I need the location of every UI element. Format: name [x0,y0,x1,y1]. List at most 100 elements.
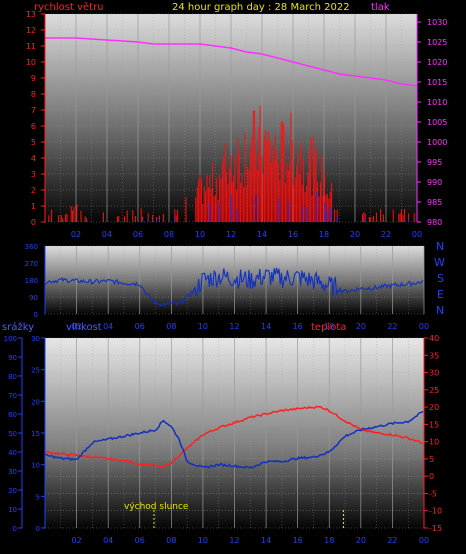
temperature-tick-label: 30 [429,369,439,378]
x-tick-label: 02 [71,230,81,239]
right-tick-label: 980 [427,218,442,227]
left-tick-label: 10 [26,58,36,67]
x-tick-label: 10 [195,230,205,239]
temperature-tick-label: 25 [429,386,439,395]
right-tick-label: 1000 [427,138,447,147]
right-tick-label: 1010 [427,98,447,107]
x-tick-label: 08 [166,322,176,331]
x-tick-label: 10 [198,536,208,545]
x-tick-label: 02 [71,322,81,331]
direction-tick-label: 270 [25,260,38,268]
x-tick-label: 04 [103,322,113,331]
rain-tick-label: 70 [8,392,17,400]
humidity-tick-label: 20 [31,398,40,406]
left-tick-label: 5 [31,138,36,147]
rain-tick-label: 50 [8,430,17,438]
right-tick-label: 1015 [427,78,447,87]
x-tick-label: 12 [226,230,236,239]
right-tick-label: 995 [427,158,442,167]
compass-south: S [437,272,444,285]
pressure-line [45,37,418,87]
temperature-tick-label: 35 [429,351,439,360]
x-tick-label: 22 [387,322,397,331]
x-tick-label: 00 [419,322,429,331]
left-tick-label: 13 [26,10,36,19]
x-tick-label: 16 [293,536,303,545]
rain-label: srážky [2,321,34,333]
left-tick-label: 11 [26,42,36,51]
direction-tick-label: 90 [29,294,38,302]
x-tick-label: 10 [198,322,208,331]
temperature-tick-label: 15 [429,420,439,429]
temperature-tick-label: 0 [429,472,434,481]
x-tick-label: 06 [133,230,143,239]
temperature-tick-label: 10 [429,438,439,447]
rain-tick-label: 10 [8,506,17,514]
x-tick-label: 20 [356,536,366,545]
compass-north: N [436,240,444,253]
left-tick-label: 3 [31,170,36,179]
left-tick-label: 12 [26,26,36,35]
direction-tick-label: 0 [34,311,38,319]
x-tick-label: 16 [293,322,303,331]
compass-west: W [434,256,445,269]
temperature-label: teplota [311,322,346,333]
left-tick-label: 0 [31,218,36,227]
rain-tick-label: 80 [8,373,17,381]
x-tick-label: 22 [387,536,397,545]
x-tick-label: 18 [324,322,334,331]
left-tick-label: 6 [31,122,36,131]
temperature-tick-label: 40 [429,334,439,343]
right-tick-label: 990 [427,178,442,187]
rain-tick-label: 100 [4,335,17,343]
left-tick-label: 1 [31,202,36,211]
left-tick-label: 7 [31,106,36,115]
left-tick-label: 2 [31,186,36,195]
temperature-line [44,405,424,469]
wind-speed-bars [48,105,415,222]
compass-north-bottom: N [436,304,444,317]
rain-tick-label: 90 [8,354,17,362]
humidity-label: vlhkost [66,322,102,333]
temperature-tick-label: -5 [429,489,437,498]
x-tick-label: 00 [412,230,422,239]
graph-title: 24 hour graph day : 28 March 2022 [172,2,350,13]
direction-tick-label: 180 [25,277,38,285]
x-tick-label: 16 [288,230,298,239]
rain-tick-label: 60 [8,411,17,419]
left-tick-label: 8 [31,90,36,99]
temperature-tick-label: 20 [429,403,439,412]
x-tick-label: 06 [135,322,145,331]
series-layer [44,37,424,528]
x-tick-label: 02 [71,536,81,545]
wind-speed-label: rychlost větru [34,1,104,13]
humidity-line [44,410,424,469]
humidity-tick-label: 30 [31,335,40,343]
right-tick-label: 1020 [427,58,447,67]
wind-direction-line [44,267,424,308]
x-tick-label: 06 [135,536,145,545]
x-tick-label: 08 [164,230,174,239]
x-tick-label: 04 [102,230,112,239]
temperature-tick-label: 5 [429,455,434,464]
rain-tick-label: 20 [8,487,17,495]
humidity-tick-label: 5 [36,493,40,501]
x-tick-label: 18 [319,230,329,239]
x-tick-label: 00 [419,536,429,545]
left-tick-label: 4 [31,154,36,163]
x-tick-label: 18 [324,536,334,545]
x-tick-label: 12 [229,322,239,331]
pressure-label: tlak [371,2,390,13]
humidity-tick-label: 10 [31,462,40,470]
direction-tick-label: 360 [25,243,38,251]
x-tick-label: 14 [261,322,271,331]
right-tick-label: 1030 [427,18,447,27]
x-tick-label: 22 [381,230,391,239]
x-tick-label: 04 [103,536,113,545]
x-tick-label: 20 [350,230,360,239]
humidity-tick-label: 25 [31,367,40,375]
right-tick-label: 985 [427,198,442,207]
